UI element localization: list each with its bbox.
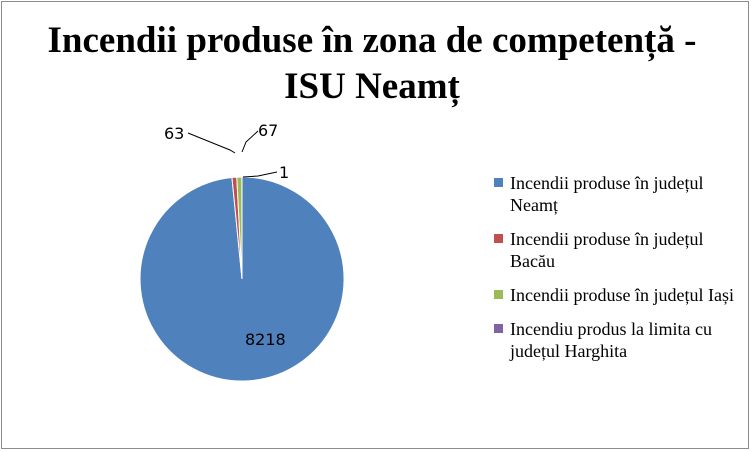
- legend-item: Incendii produse în județul Neamț: [494, 172, 750, 216]
- leader-line: [242, 171, 278, 178]
- legend-label: Incendii produse în județul Iași: [510, 285, 734, 305]
- legend-item: Incendii produse în județul Iași: [494, 284, 750, 306]
- data-label: 1: [279, 163, 289, 182]
- legend-swatch: [494, 178, 503, 187]
- legend-swatch: [494, 234, 503, 243]
- legend-label: Incendii produse în județul Neamț: [510, 173, 704, 215]
- data-label: 8218: [245, 330, 286, 349]
- legend-label: Incendiu produs la limita cu județul Har…: [510, 319, 712, 361]
- legend-label: Incendii produse în județul Bacău: [510, 229, 704, 271]
- legend: Incendii produse în județul Neamț Incendi…: [494, 172, 750, 374]
- data-label: 63: [164, 124, 184, 143]
- legend-item: Incendii produse în județul Bacău: [494, 228, 750, 272]
- legend-swatch: [494, 290, 503, 299]
- chart-title: Incendii produse în zona de competență -…: [47, 20, 697, 107]
- legend-item: Incendiu produs la limita cu județul Har…: [494, 318, 750, 362]
- leader-line: [187, 132, 236, 154]
- data-label: 67: [258, 121, 278, 140]
- leader-line: [241, 130, 259, 153]
- legend-swatch: [494, 324, 503, 333]
